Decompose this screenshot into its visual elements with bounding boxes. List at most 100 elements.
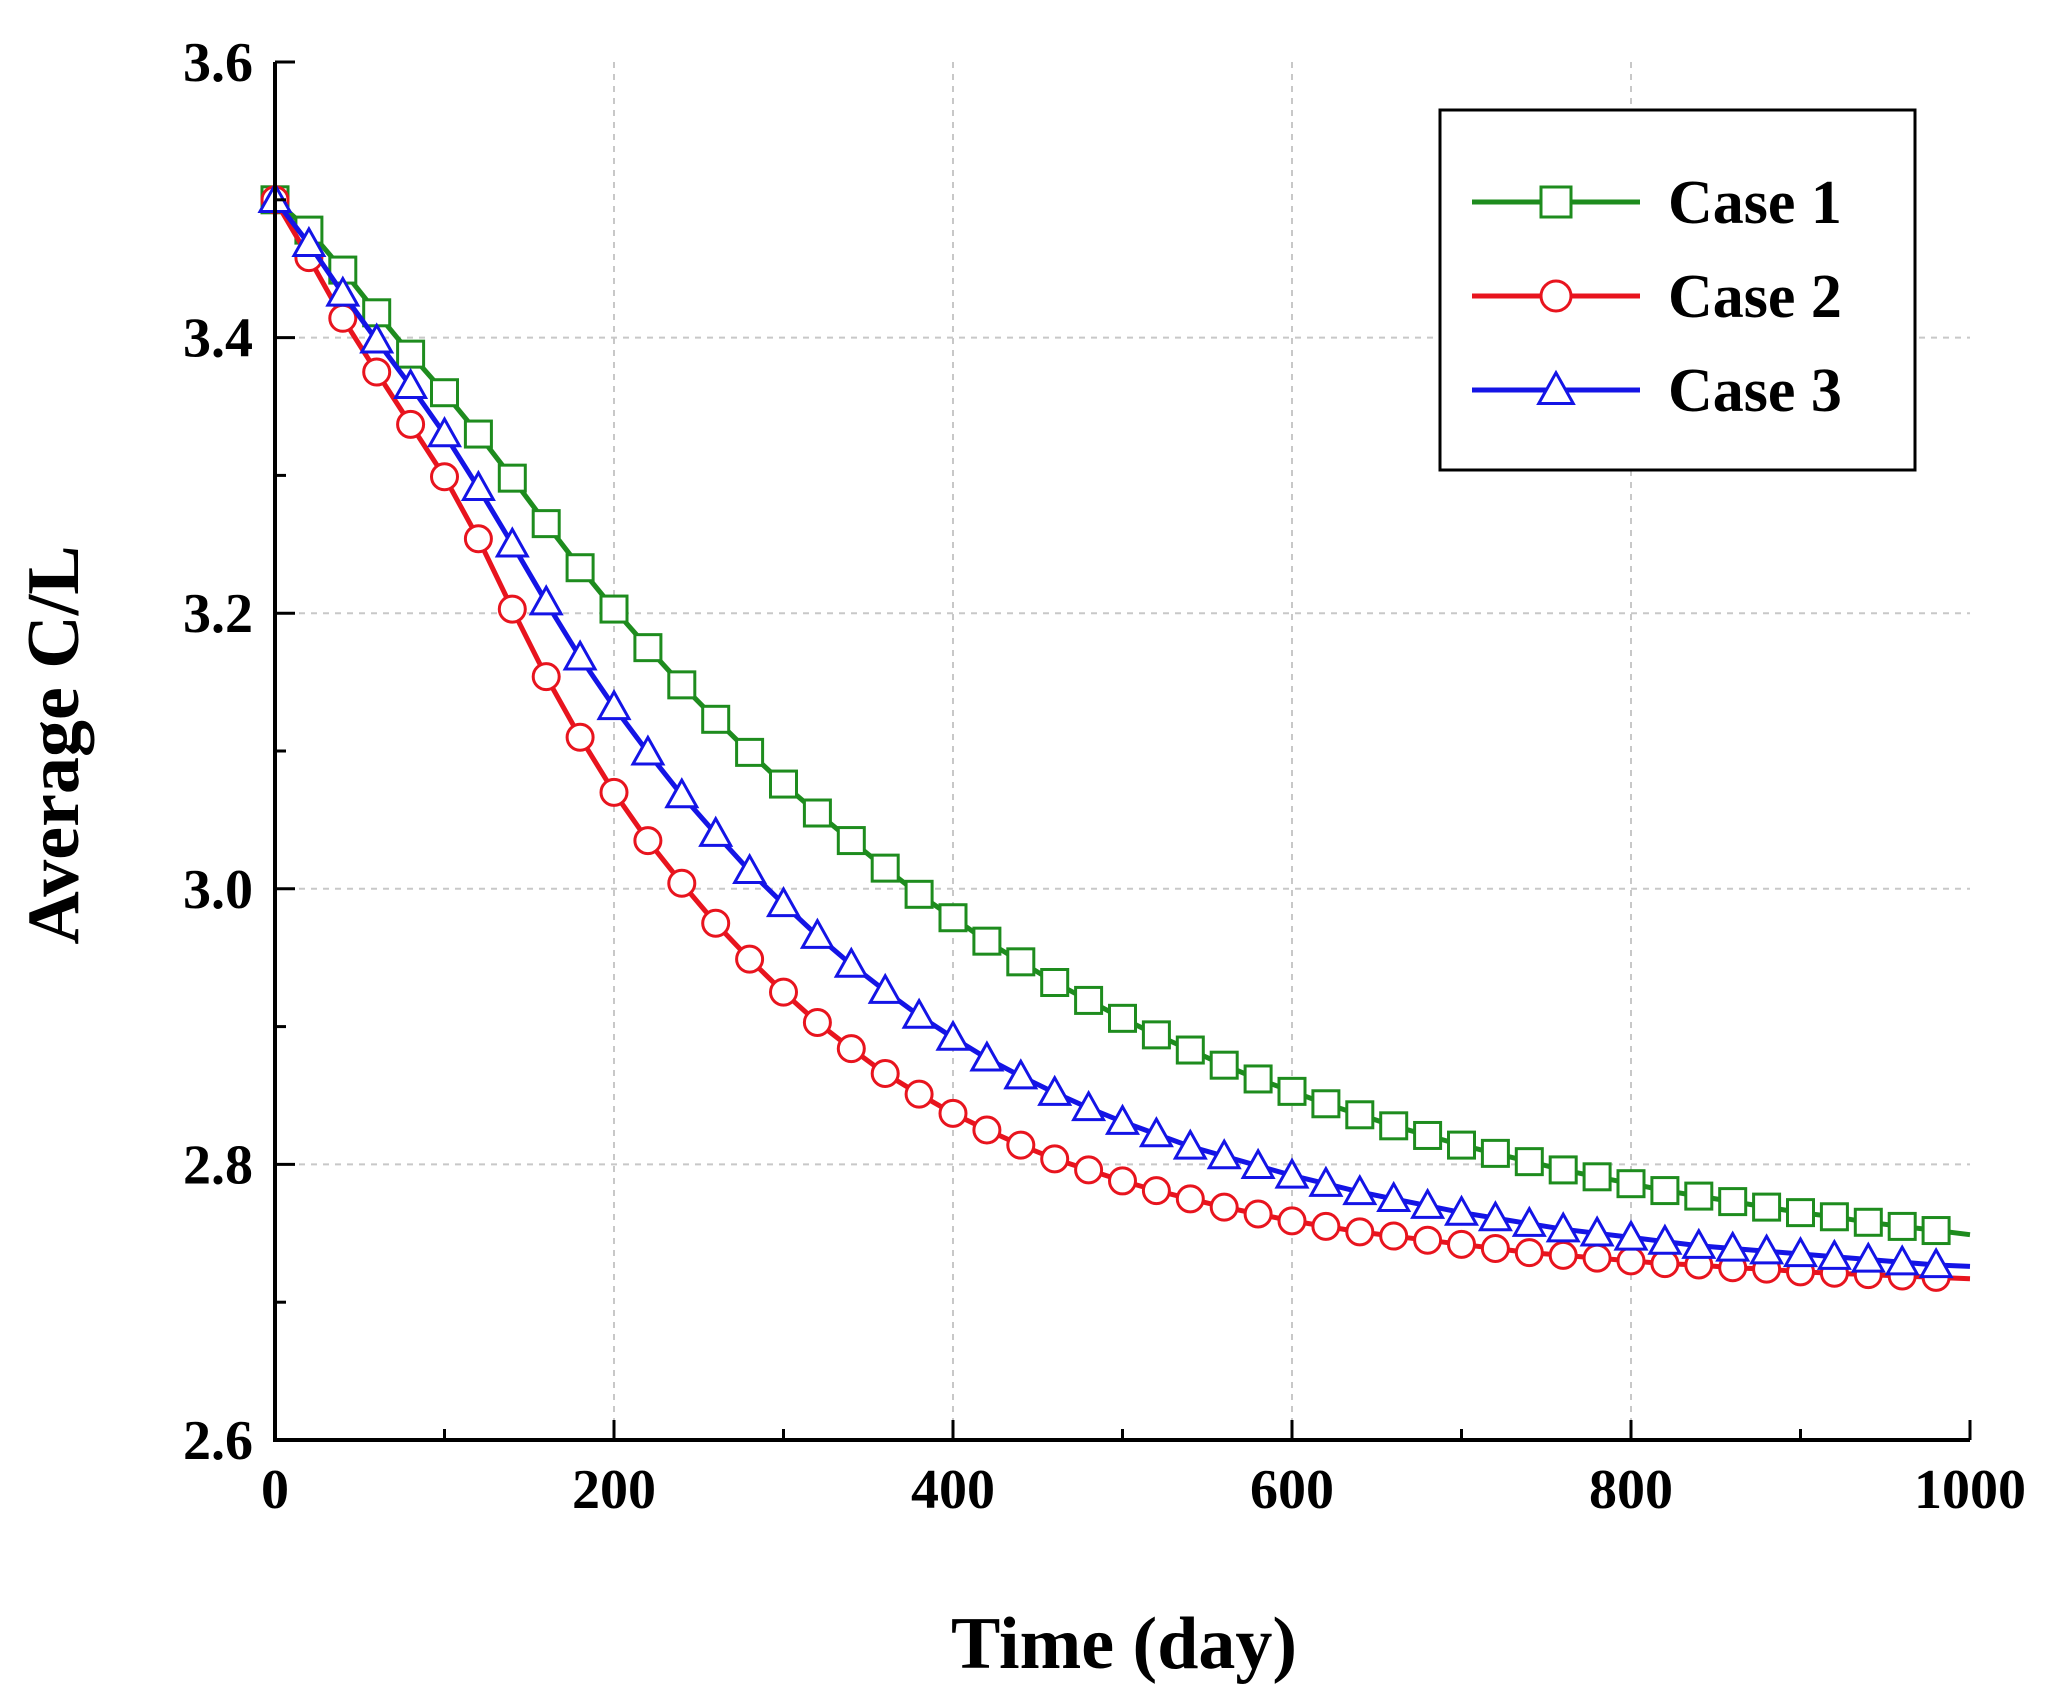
- data-point-triangle: [1511, 1205, 1547, 1237]
- series-layer: [257, 181, 1971, 1292]
- data-point-triangle: [1579, 1215, 1615, 1247]
- series-case-3: [257, 181, 1971, 1279]
- data-point-triangle: [460, 469, 496, 501]
- data-point-square: [497, 463, 527, 493]
- data-point-square: [1006, 947, 1036, 977]
- data-point-triangle: [1410, 1187, 1446, 1219]
- data-point-circle: [430, 462, 459, 492]
- data-point-circle: [701, 908, 731, 938]
- data-point-square: [1311, 1089, 1341, 1119]
- legend-label: Case 3: [1668, 357, 1842, 425]
- data-point-triangle: [901, 997, 937, 1029]
- data-point-square: [1345, 1100, 1375, 1130]
- data-point-circle: [497, 594, 527, 624]
- y-tick-label: 3.4: [183, 308, 253, 370]
- data-point-square: [836, 826, 866, 856]
- data-point-square: [972, 926, 1002, 956]
- data-point-triangle: [1376, 1180, 1412, 1213]
- data-point-square: [735, 737, 765, 767]
- data-point-square: [1175, 1035, 1205, 1065]
- data-point-square: [938, 903, 968, 933]
- data-point-triangle: [1749, 1233, 1785, 1265]
- data-point-triangle: [1536, 369, 1576, 405]
- data-point-triangle: [291, 225, 327, 258]
- data-point-circle: [1040, 1144, 1070, 1174]
- data-point-triangle: [1342, 1173, 1378, 1206]
- data-point-square: [1921, 1216, 1951, 1246]
- data-point-circle: [1277, 1206, 1307, 1236]
- data-point-circle: [1006, 1130, 1036, 1160]
- data-point-square: [1209, 1050, 1239, 1080]
- data-point-triangle: [596, 688, 632, 721]
- x-tick-label: 800: [1589, 1459, 1673, 1521]
- data-point-triangle: [867, 972, 903, 1004]
- data-point-triangle: [833, 946, 869, 978]
- data-point-triangle: [1613, 1219, 1649, 1251]
- x-tick-label: 600: [1250, 1459, 1334, 1521]
- data-point-circle: [904, 1079, 934, 1109]
- data-point-square: [904, 879, 934, 909]
- data-point-square: [1141, 1020, 1171, 1050]
- data-point-circle: [836, 1034, 866, 1064]
- data-point-square: [1413, 1120, 1443, 1150]
- data-point-square: [1616, 1169, 1646, 1199]
- data-point-triangle: [1240, 1147, 1276, 1179]
- data-point-circle: [1345, 1217, 1375, 1247]
- data-point-circle: [1413, 1225, 1443, 1255]
- data-point-triangle: [1138, 1116, 1174, 1148]
- data-point-square: [1548, 1155, 1578, 1185]
- data-point-circle: [1379, 1221, 1409, 1251]
- data-point-triangle: [630, 734, 666, 766]
- data-point-circle: [1074, 1155, 1104, 1185]
- x-tick-label: 1000: [1914, 1459, 2026, 1521]
- data-point-circle: [735, 944, 765, 974]
- data-point-triangle: [732, 852, 768, 885]
- data-point-square: [1074, 985, 1104, 1015]
- data-point-triangle: [1104, 1103, 1141, 1135]
- data-point-triangle: [325, 275, 361, 307]
- data-point-circle: [1108, 1166, 1137, 1196]
- data-point-triangle: [1647, 1223, 1683, 1255]
- data-point-triangle: [562, 639, 598, 671]
- data-point-triangle: [426, 416, 463, 448]
- data-point-triangle: [969, 1040, 1005, 1072]
- y-tick-label: 2.6: [183, 1410, 253, 1472]
- legend-item-case-1: Case 1: [1472, 169, 1842, 237]
- data-point-circle: [463, 524, 493, 554]
- data-point-circle: [1175, 1184, 1205, 1214]
- data-point-triangle: [799, 917, 835, 949]
- data-point-circle: [1209, 1192, 1239, 1222]
- data-point-square: [1243, 1064, 1273, 1094]
- data-point-square: [870, 853, 900, 883]
- x-axis-title: Time (day): [951, 1603, 1297, 1685]
- data-point-square: [1853, 1207, 1883, 1237]
- y-tick-label: 2.8: [183, 1134, 253, 1196]
- data-point-triangle: [359, 322, 395, 354]
- data-point-triangle: [1816, 1238, 1852, 1270]
- data-point-circle: [938, 1098, 968, 1128]
- data-point-circle: [802, 1007, 832, 1037]
- data-point-triangle: [1681, 1227, 1717, 1259]
- data-point-circle: [972, 1115, 1002, 1145]
- data-point-triangle: [1918, 1246, 1954, 1279]
- data-point-square: [1514, 1147, 1544, 1177]
- legend-box: [1438, 108, 1917, 472]
- data-point-square: [1718, 1187, 1748, 1217]
- data-point-circle: [1447, 1229, 1476, 1259]
- axes-layer: [273, 60, 1972, 1442]
- series-case-2: [260, 185, 1971, 1292]
- y-tick-label: 3.2: [183, 583, 253, 645]
- data-point-square: [531, 509, 561, 539]
- data-point-triangle: [1172, 1128, 1208, 1160]
- data-point-triangle: [1206, 1138, 1242, 1170]
- data-point-square: [1819, 1202, 1849, 1232]
- data-point-square: [1379, 1111, 1409, 1141]
- series-case-1: [260, 185, 1971, 1246]
- legend-label: Case 2: [1668, 263, 1842, 331]
- data-point-square: [463, 419, 493, 449]
- data-point-triangle: [1003, 1058, 1039, 1090]
- data-point-square: [1684, 1181, 1714, 1211]
- data-point-square: [565, 553, 595, 583]
